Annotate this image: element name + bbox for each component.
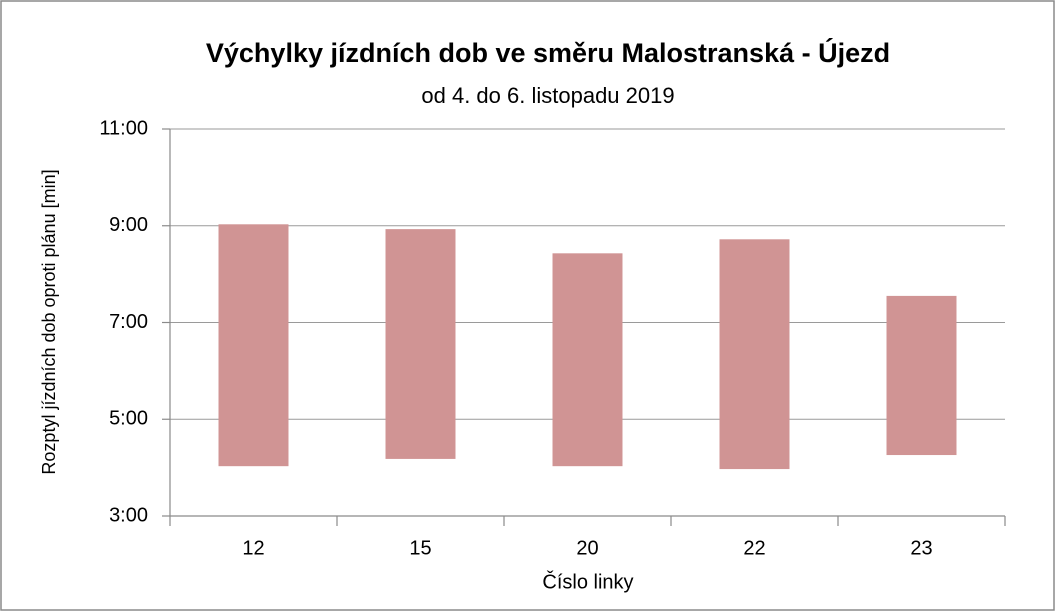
bar [552, 253, 623, 467]
y-tick-label: 7:00 [109, 311, 148, 333]
y-tick-label: 11:00 [99, 117, 148, 139]
y-tick-label: 9:00 [109, 214, 148, 236]
chart-subtitle: od 4. do 6. listopadu 2019 [421, 83, 674, 108]
y-axis-label: Rozptyl jízdních dob oproti plánu [min] [39, 169, 59, 474]
chart-title: Výchylky jízdních dob ve směru Malostran… [206, 37, 890, 68]
y-tick-label: 5:00 [109, 408, 148, 430]
bar [218, 224, 289, 467]
x-tick-label: 23 [910, 537, 932, 559]
y-tick-label: 3:00 [109, 504, 148, 526]
x-axis-label: Číslo linky [542, 570, 633, 593]
bar [719, 239, 790, 470]
x-tick-label: 22 [743, 537, 765, 559]
x-tick-label: 20 [576, 537, 598, 559]
bar [385, 229, 456, 459]
x-tick-label: 12 [242, 537, 264, 559]
x-tick-label: 15 [409, 537, 431, 559]
bar [886, 295, 957, 456]
